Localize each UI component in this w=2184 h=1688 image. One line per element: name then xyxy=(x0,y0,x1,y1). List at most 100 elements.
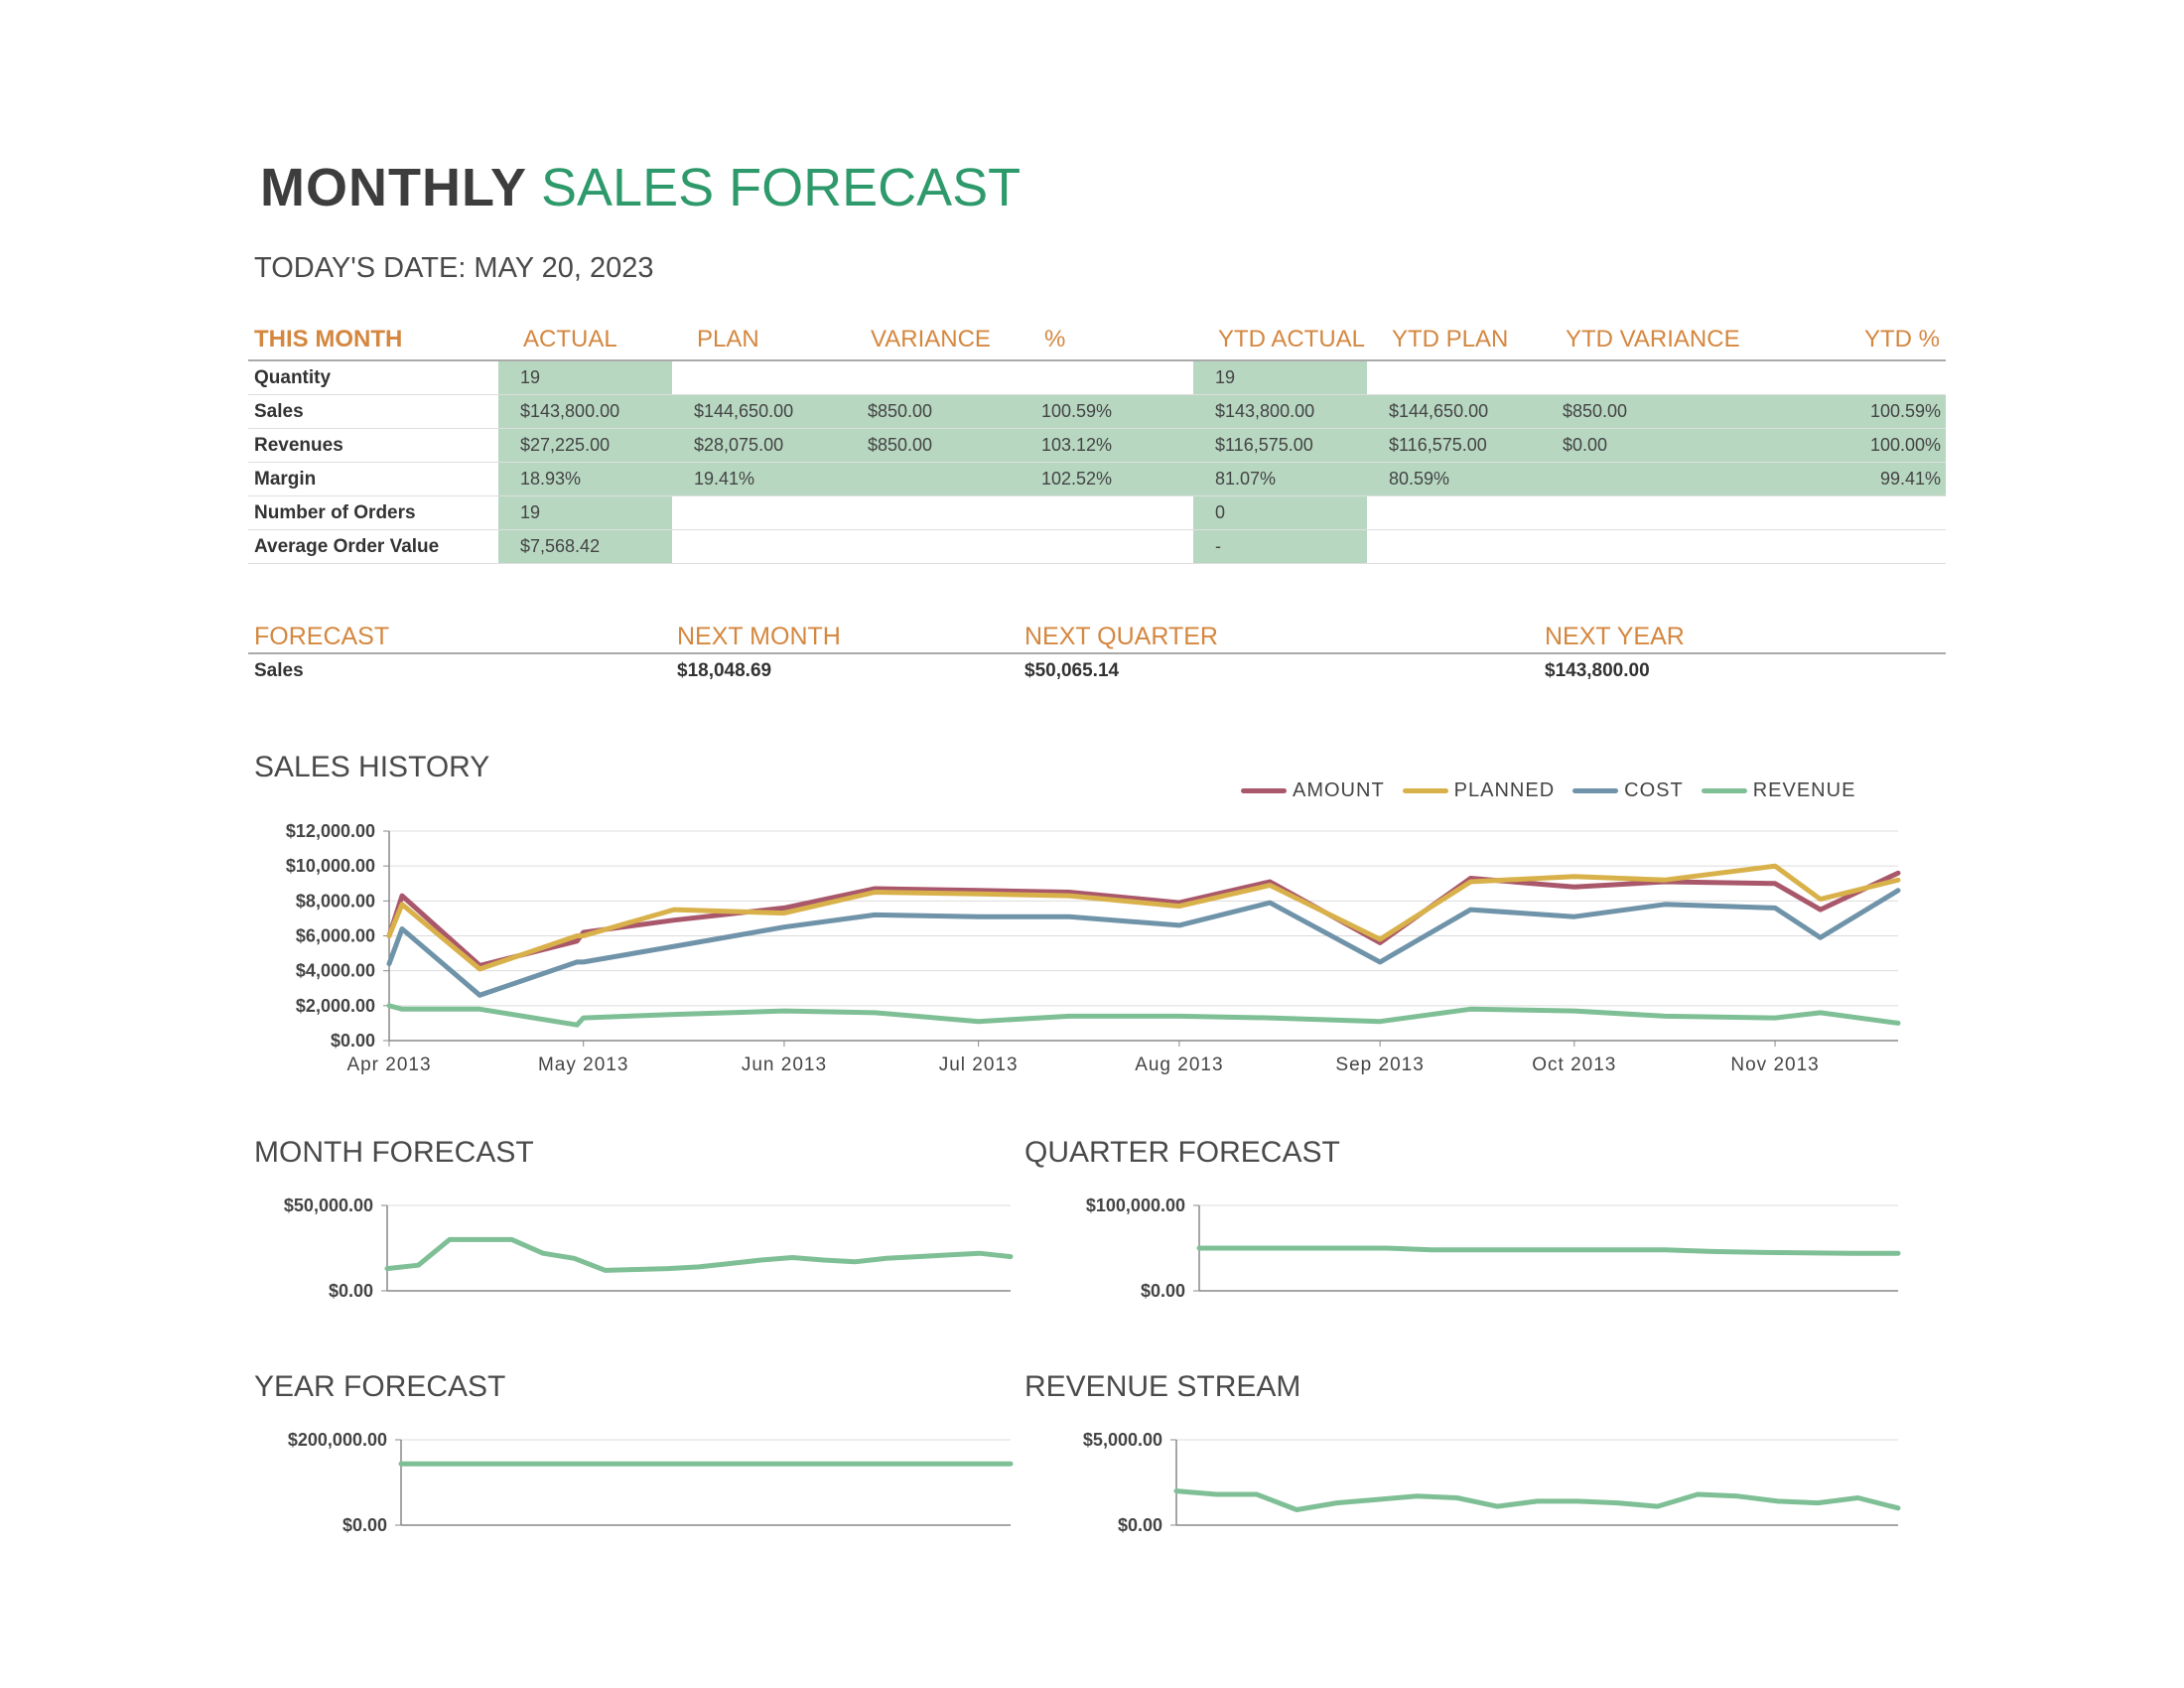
forecast-next-month: $18,048.69 xyxy=(677,660,772,681)
cell-value xyxy=(1367,536,1389,556)
cell-value: $143,800.00 xyxy=(520,401,620,421)
cell-value: $28,075.00 xyxy=(694,435,784,455)
cell-value: 103.12% xyxy=(1041,435,1113,455)
forecast-next-quarter: $50,065.14 xyxy=(1024,660,1120,681)
cell-ytd-actual: $143,800.00 xyxy=(1193,395,1367,428)
y-tick-label: $2,000.00 xyxy=(296,996,375,1016)
x-tick-label: Oct 2013 xyxy=(1532,1055,1616,1075)
cell-value xyxy=(1367,367,1389,387)
cell-ytd-pct: 99.41% xyxy=(1714,463,1946,495)
table-row: 19 19 Quantity xyxy=(248,361,1946,395)
series-line xyxy=(386,888,1901,998)
cell-ytd-pct xyxy=(1714,361,1946,394)
y-tick-label: $0.00 xyxy=(1118,1515,1162,1535)
table-row: 18.93% 19.41% 102.52% 81.07% 80.59% 99.41% Mar… xyxy=(248,463,1946,496)
cell-actual: 19 xyxy=(498,361,672,394)
legend-item: PLANNED xyxy=(1402,779,1555,802)
cell-value xyxy=(1367,502,1389,522)
cell-value: 19.41% xyxy=(694,469,755,489)
cell-variance xyxy=(846,463,1020,495)
quarter-forecast-title: QUARTER FORECAST xyxy=(1024,1136,1340,1169)
header-this-month: THIS MONTH xyxy=(254,326,403,352)
row-label: Sales xyxy=(254,401,304,422)
x-tick-label: Sep 2013 xyxy=(1335,1055,1424,1075)
cell-ytd-pct xyxy=(1714,530,1946,563)
legend-swatch xyxy=(1241,788,1287,793)
cell-ytd-actual: 0 xyxy=(1193,496,1367,529)
legend-label: COST xyxy=(1624,779,1684,801)
header-actual: ACTUAL xyxy=(523,326,617,352)
cell-plan xyxy=(672,361,846,394)
cell-value xyxy=(1541,469,1563,489)
cell-value xyxy=(846,469,868,489)
cell-plan xyxy=(672,530,846,563)
cell-value: 99.41% xyxy=(1879,469,1941,489)
cell-ytd-variance: $0.00 xyxy=(1541,429,1714,462)
cell-value: 80.59% xyxy=(1389,469,1450,489)
cell-value xyxy=(672,502,694,522)
y-tick-label: $0.00 xyxy=(329,1281,373,1301)
month-forecast-chart: $0.00 $50,000.00 xyxy=(284,1196,1014,1301)
cell-ytd-variance xyxy=(1541,496,1714,529)
series-line xyxy=(386,870,1901,968)
cell-variance: $850.00 xyxy=(846,429,1020,462)
cell-value: - xyxy=(1215,536,1221,556)
cell-plan xyxy=(672,496,846,529)
cell-value xyxy=(846,367,868,387)
y-tick-label: $8,000.00 xyxy=(296,891,375,911)
header-forecast: FORECAST xyxy=(254,623,390,650)
y-tick-label: $0.00 xyxy=(342,1515,387,1535)
cell-value: $144,650.00 xyxy=(1389,401,1489,421)
cell-pct: 100.59% xyxy=(1020,395,1193,428)
row-label: Revenues xyxy=(254,435,343,456)
cell-actual: 18.93% xyxy=(498,463,672,495)
cell-value: $27,225.00 xyxy=(520,435,611,455)
cell-ytd-variance: $850.00 xyxy=(1541,395,1714,428)
quarter-forecast-chart: $0.00 $100,000.00 xyxy=(1086,1196,1901,1301)
cell-plan: $144,650.00 xyxy=(672,395,846,428)
series-line xyxy=(386,863,1901,972)
cell-ytd-plan: $116,575.00 xyxy=(1367,429,1541,462)
header-next-year: NEXT YEAR xyxy=(1545,623,1685,650)
x-tick-label: Nov 2013 xyxy=(1730,1055,1819,1075)
cell-value: 102.52% xyxy=(1041,469,1113,489)
cell-ytd-variance xyxy=(1541,530,1714,563)
header-next-quarter: NEXT QUARTER xyxy=(1024,623,1218,650)
x-tick-label: Jul 2013 xyxy=(939,1055,1019,1075)
legend-label: REVENUE xyxy=(1752,779,1856,801)
table-row: 19 0 Number of Orders xyxy=(248,496,1946,530)
title-rest: SALES FORECAST xyxy=(541,158,1022,217)
sales-history-chart: $0.00 $2,000.00 $4,000.00 $6,000.00 $8,000.0… xyxy=(286,821,1901,1075)
cell-ytd-actual: - xyxy=(1193,530,1367,563)
cell-value: $144,650.00 xyxy=(694,401,794,421)
legend-label: AMOUNT xyxy=(1293,779,1385,801)
y-tick-label: $10,000.00 xyxy=(286,856,375,876)
cell-value xyxy=(1020,367,1041,387)
header-pct: % xyxy=(1044,326,1066,352)
cell-value: 19 xyxy=(520,367,541,387)
cell-value xyxy=(1020,536,1041,556)
row-label: Margin xyxy=(254,469,317,490)
table-row: $143,800.00 $144,650.00 $850.00 100.59% $143… xyxy=(248,395,1946,429)
cell-value xyxy=(1541,367,1563,387)
forecast-label: Sales xyxy=(254,660,304,681)
month-forecast-title: MONTH FORECAST xyxy=(254,1136,534,1169)
cell-value xyxy=(1020,502,1041,522)
cell-ytd-actual: 81.07% xyxy=(1193,463,1367,495)
revenue-stream-title: REVENUE STREAM xyxy=(1024,1370,1301,1403)
legend-item: REVENUE xyxy=(1701,779,1856,802)
cell-pct: 102.52% xyxy=(1020,463,1193,495)
y-tick-label: $4,000.00 xyxy=(296,961,375,981)
x-tick-label: Apr 2013 xyxy=(346,1055,431,1075)
legend-item: COST xyxy=(1572,779,1684,802)
series-line xyxy=(384,1236,1014,1273)
cell-pct xyxy=(1020,496,1193,529)
cell-value: $850.00 xyxy=(868,401,933,421)
header-ytd-pct: YTD % xyxy=(1863,326,1940,352)
page-title: MONTHLY SALES FORECAST xyxy=(260,153,1021,222)
cell-ytd-variance xyxy=(1541,361,1714,394)
cell-pct xyxy=(1020,530,1193,563)
cell-value: 19 xyxy=(1215,367,1236,387)
cell-pct xyxy=(1020,361,1193,394)
cell-value: 18.93% xyxy=(520,469,582,489)
